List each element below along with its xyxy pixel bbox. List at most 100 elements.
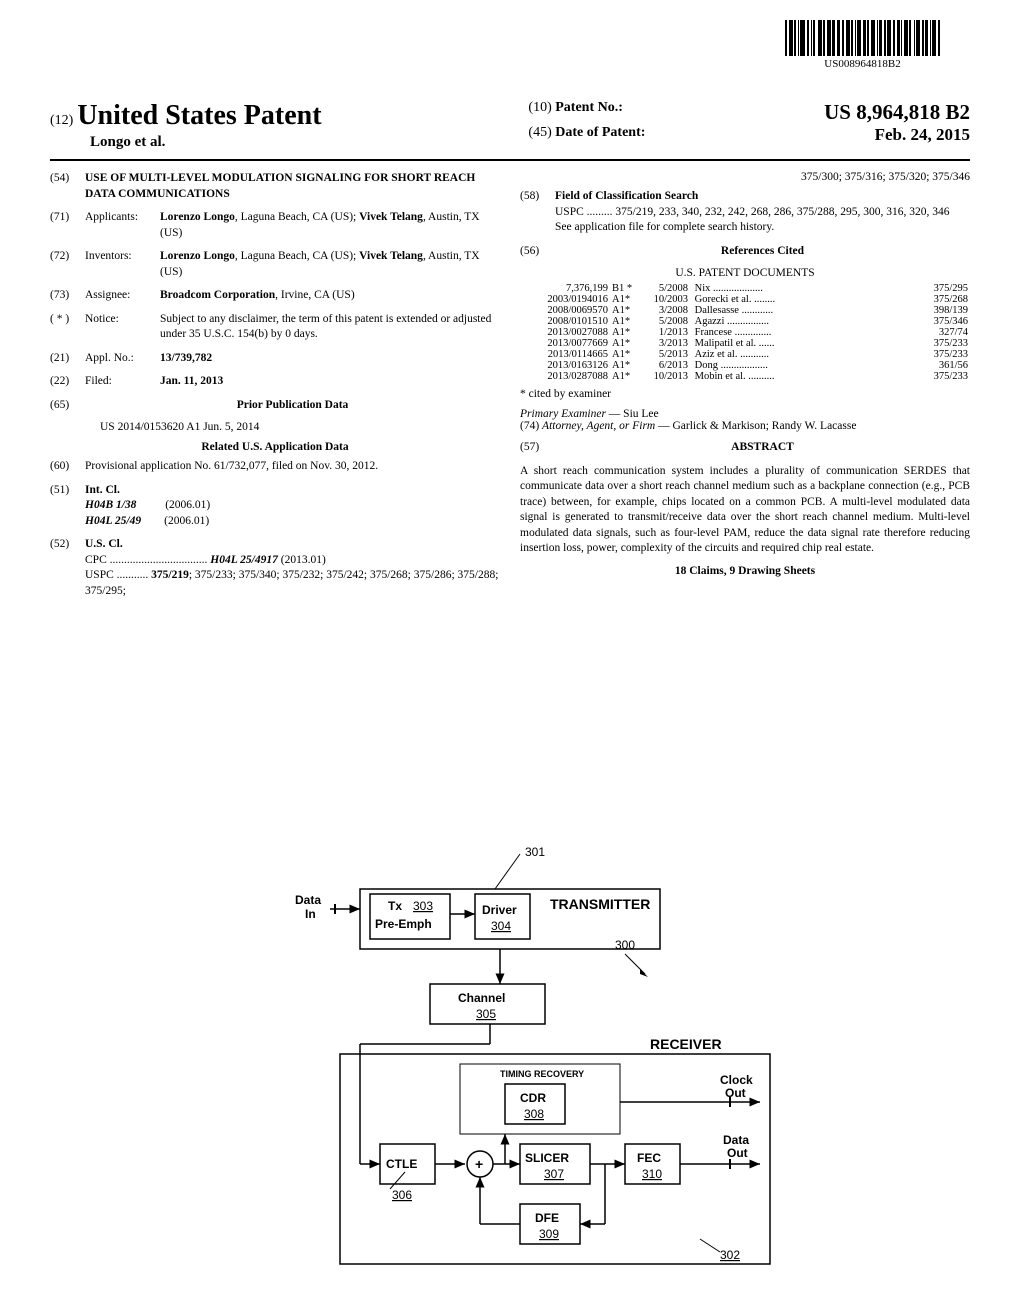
appl-label: Appl. No.: — [85, 351, 160, 367]
invention-title: USE OF MULTI-LEVEL MODULATION SIGNALING … — [85, 171, 500, 202]
attorney-num: (74) — [520, 420, 539, 432]
barcode-text: US008964818B2 — [785, 58, 940, 70]
intcl-label: Int. Cl. — [85, 483, 500, 499]
filed-label: Filed: — [85, 374, 160, 390]
intcl2: H04L 25/49 — [85, 515, 141, 527]
patent-title: United States Patent — [77, 100, 321, 131]
channel-label: Channel — [458, 991, 505, 1005]
patent-no-label: Patent No.: — [555, 100, 623, 115]
barcode — [785, 20, 940, 56]
reference-row: 2013/0027088A1*1/2013 Francese .........… — [520, 327, 970, 338]
intcl2-year: (2006.01) — [164, 515, 209, 527]
reference-row: 2008/0069570A1*3/2008 Dallesasse .......… — [520, 305, 970, 316]
search-num: (58) — [520, 189, 555, 236]
barcode-area: US008964818B2 — [785, 20, 940, 70]
ref-301: 301 — [525, 845, 545, 859]
cited-note: * cited by examiner — [520, 388, 970, 400]
svg-text:Out: Out — [725, 1086, 746, 1100]
appl-num: (21) — [50, 351, 85, 367]
filed-num: (22) — [50, 374, 85, 390]
notice: Subject to any disclaimer, the term of t… — [160, 312, 500, 343]
transmitter-label: TRANSMITTER — [550, 896, 650, 912]
search-label: Field of Classification Search — [555, 189, 970, 205]
channel-ref: 305 — [476, 1007, 496, 1021]
search-uspc: USPC ......... 375/219, 233, 340, 232, 2… — [555, 205, 970, 221]
data-in-label: Data — [295, 893, 321, 907]
timing-recovery-label: TIMING RECOVERY — [500, 1069, 584, 1079]
applicants-num: (71) — [50, 210, 85, 241]
date: Feb. 24, 2015 — [875, 125, 970, 145]
tx-ref: 303 — [413, 899, 433, 913]
prior-data: US 2014/0153620 A1 Jun. 5, 2014 — [100, 421, 500, 433]
reference-row: 2008/0101510A1*5/2008 Agazzi ...........… — [520, 316, 970, 327]
attorney-label: Attorney, Agent, or Firm — [542, 420, 655, 432]
header-right: (10) Patent No.: US 8,964,818 B2 (45) Da… — [528, 100, 970, 151]
related-title: Related U.S. Application Data — [50, 441, 500, 453]
examiner: Siu Lee — [623, 408, 658, 420]
authors: Longo et al. — [90, 134, 492, 151]
svg-text:Out: Out — [727, 1146, 748, 1160]
uscl-label: U.S. Cl. — [85, 537, 500, 553]
intcl1: H04B 1/38 — [85, 499, 136, 511]
date-label: Date of Patent: — [555, 125, 645, 140]
fec-label: FEC — [637, 1151, 661, 1165]
assignee-num: (73) — [50, 288, 85, 304]
examiner-label: Primary Examiner — [520, 408, 606, 420]
prior-num: (65) — [50, 398, 85, 414]
date-prefix: (45) — [528, 125, 551, 140]
patent-prefix: (12) — [50, 113, 73, 128]
right-column: 375/300; 375/316; 375/320; 375/346 (58) … — [520, 171, 970, 607]
provisional: Provisional application No. 61/732,077, … — [85, 459, 500, 475]
appl: 13/739,782 — [160, 351, 500, 367]
notice-num: ( * ) — [50, 312, 85, 343]
svg-text:In: In — [305, 907, 316, 921]
abstract-title: ABSTRACT — [731, 441, 794, 453]
inventors-num: (72) — [50, 249, 85, 280]
assignee-label: Assignee: — [85, 288, 160, 304]
refs-sub: U.S. PATENT DOCUMENTS — [520, 267, 970, 279]
reference-row: 2013/0163126A1*6/2013 Dong .............… — [520, 360, 970, 371]
header-left: (12) United States Patent Longo et al. — [50, 100, 492, 151]
reference-row: 7,376,199B1 *5/2008 Nix ................… — [520, 283, 970, 294]
title-num: (54) — [50, 171, 85, 202]
reference-row: 2013/0287088A1*10/2013 Mobin et al. ....… — [520, 371, 970, 382]
intcl1-year: (2006.01) — [165, 499, 210, 511]
tx-label: Tx — [388, 899, 402, 913]
block-diagram: 301 Data In TRANSMITTER Tx 303 Pre-Emph … — [230, 844, 790, 1284]
summer-label: + — [475, 1156, 483, 1172]
abstract: A short reach communication system inclu… — [520, 464, 970, 557]
pre-emph-label: Pre-Emph — [375, 917, 432, 931]
claims: 18 Claims, 9 Drawing Sheets — [520, 565, 970, 577]
reference-row: 2013/0077669A1*3/2013 Malipatil et al. .… — [520, 338, 970, 349]
ref-300: 300 — [615, 938, 635, 952]
slicer-label: SLICER — [525, 1151, 569, 1165]
slicer-ref: 307 — [544, 1167, 564, 1181]
prior-title: Prior Publication Data — [237, 399, 349, 411]
dfe-label: DFE — [535, 1211, 559, 1225]
columns: (54) USE OF MULTI-LEVEL MODULATION SIGNA… — [50, 171, 970, 607]
patent-no: US 8,964,818 B2 — [824, 100, 970, 125]
ctle-label: CTLE — [386, 1157, 417, 1171]
dfe-ref: 309 — [539, 1227, 559, 1241]
driver-label: Driver — [482, 903, 517, 917]
cdr-ref: 308 — [524, 1107, 544, 1121]
ref-302: 302 — [720, 1248, 740, 1262]
refs-num: (56) — [520, 244, 555, 260]
receiver-label: RECEIVER — [650, 1036, 722, 1052]
provisional-num: (60) — [50, 459, 85, 475]
intcl-num: (51) — [50, 483, 85, 530]
left-column: (54) USE OF MULTI-LEVEL MODULATION SIGNA… — [50, 171, 500, 607]
ctle-ref: 306 — [392, 1188, 412, 1202]
clock-out-label: Clock — [720, 1073, 753, 1087]
uscl-num: (52) — [50, 537, 85, 599]
reference-row: 2003/0194016A1*10/2003 Gorecki et al. ..… — [520, 294, 970, 305]
header: (12) United States Patent Longo et al. (… — [50, 100, 970, 161]
abstract-num: (57) — [520, 440, 555, 456]
attorney: Garlick & Markison; Randy W. Lacasse — [672, 420, 856, 432]
search-note: See application file for complete search… — [555, 220, 970, 236]
notice-label: Notice: — [85, 312, 160, 343]
patent-no-prefix: (10) — [528, 100, 551, 115]
svg-text:Data: Data — [723, 1133, 749, 1147]
cdr-label: CDR — [520, 1091, 546, 1105]
reference-row: 2013/0114665A1*5/2013 Aziz et al. ......… — [520, 349, 970, 360]
